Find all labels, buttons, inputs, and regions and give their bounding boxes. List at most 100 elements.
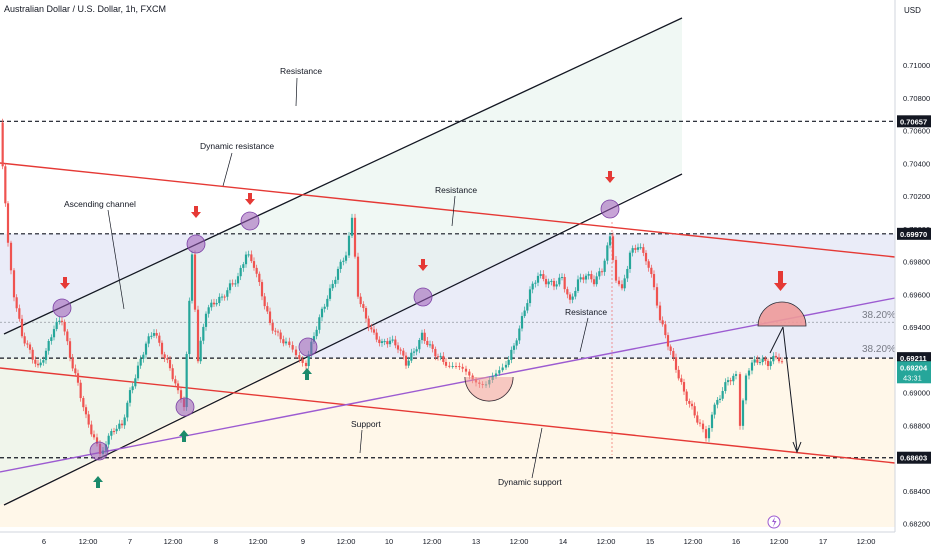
annotation-dynamic-support: Dynamic support <box>498 477 562 487</box>
candle-body <box>544 279 548 285</box>
candle-body <box>4 166 7 204</box>
candle-body <box>44 350 48 361</box>
candle-body <box>179 390 183 399</box>
candle-body <box>63 321 66 332</box>
candle-body <box>118 423 121 429</box>
candle-body <box>732 375 735 382</box>
candle-body <box>504 364 508 368</box>
candle-body <box>231 283 234 285</box>
candle-body <box>434 348 437 357</box>
time-tick-label: 16 <box>732 537 740 546</box>
candle-body <box>347 235 351 256</box>
candle-body <box>655 287 659 306</box>
candle-body <box>223 296 226 298</box>
candle-body <box>207 307 210 314</box>
down-arrow-icon-1 <box>191 206 201 218</box>
candle-body <box>76 373 80 383</box>
projection-lead <box>769 326 784 354</box>
candle-body <box>315 329 318 337</box>
time-tick-label: 12:00 <box>337 537 356 546</box>
candle-body <box>407 360 410 366</box>
candle-body <box>171 368 174 380</box>
candle-body <box>353 217 357 257</box>
countdown-text: 43:31 <box>903 373 922 382</box>
candle-body <box>741 400 745 426</box>
price-tick-label: 0.68800 <box>903 421 930 430</box>
candle-body <box>160 342 164 355</box>
candle-body <box>50 337 53 342</box>
candle-body <box>320 308 324 318</box>
dynamic-support-line <box>0 297 896 473</box>
time-tick-label: 12:00 <box>164 537 183 546</box>
candle-body <box>268 311 272 323</box>
candle-body <box>20 318 24 337</box>
candle-body <box>631 248 634 253</box>
candle-body <box>126 402 129 418</box>
candle-body <box>79 382 82 399</box>
candle-body <box>761 358 764 363</box>
time-axis-background <box>0 532 932 550</box>
candle-body <box>738 374 742 426</box>
time-tick-label: 12:00 <box>249 537 268 546</box>
candle-body <box>560 277 564 279</box>
price-tick-label: 0.70600 <box>903 127 930 136</box>
candle-body <box>152 333 156 336</box>
candle-body <box>228 283 232 291</box>
candle-body <box>724 382 727 392</box>
dynamic-resistance-line <box>0 162 896 258</box>
candle-body <box>582 277 585 280</box>
candle-body <box>168 359 172 369</box>
candle-body <box>301 359 304 363</box>
markers <box>52 77 807 488</box>
price-tick-label: 0.69600 <box>903 290 930 299</box>
candle-body <box>518 328 521 341</box>
candle-body <box>134 378 137 387</box>
candle-body <box>12 270 16 298</box>
candle-body <box>364 308 368 319</box>
candle-body <box>339 261 342 269</box>
time-tick-label: 9 <box>301 537 305 546</box>
candle-body <box>769 361 772 367</box>
time-tick-label: 6 <box>42 537 46 546</box>
candle-body <box>744 375 748 401</box>
candle-body <box>344 255 348 261</box>
candle-body <box>362 304 365 309</box>
candle-body <box>772 355 775 362</box>
candle-body <box>236 276 240 284</box>
candle-body <box>328 288 332 299</box>
time-tick-label: 17 <box>819 537 827 546</box>
candle-body <box>74 368 77 374</box>
candle-body <box>558 277 561 285</box>
touch-circle-0 <box>52 298 72 318</box>
candle-body <box>579 277 582 280</box>
candle-body <box>55 321 58 330</box>
candle-body <box>647 261 650 268</box>
candle-body <box>555 284 558 287</box>
candle-body <box>528 289 532 304</box>
candle-body <box>123 417 126 426</box>
time-tick-label: 12:00 <box>423 537 442 546</box>
candle-body <box>639 247 642 249</box>
candle-body <box>563 277 566 290</box>
candle-body <box>312 336 316 342</box>
price-tick-label: 0.69800 <box>903 258 930 267</box>
candle-body <box>1 122 4 167</box>
candle-body <box>402 350 405 356</box>
candle-body <box>566 289 569 295</box>
candle-body <box>326 298 329 307</box>
time-tick-label: 12:00 <box>770 537 789 546</box>
candle-body <box>652 274 656 288</box>
touch-circle-5 <box>600 199 620 219</box>
up-arrow-icon-2 <box>93 476 103 488</box>
candle-body <box>584 275 588 280</box>
fib-label-upper: 38.20% <box>862 310 896 321</box>
candle-body <box>598 271 601 277</box>
candle-body <box>18 308 21 319</box>
touch-circle-6 <box>175 397 195 417</box>
candle-body <box>623 278 626 289</box>
candle-body <box>6 203 10 243</box>
candle-body <box>71 357 74 369</box>
candle-body <box>298 355 301 360</box>
